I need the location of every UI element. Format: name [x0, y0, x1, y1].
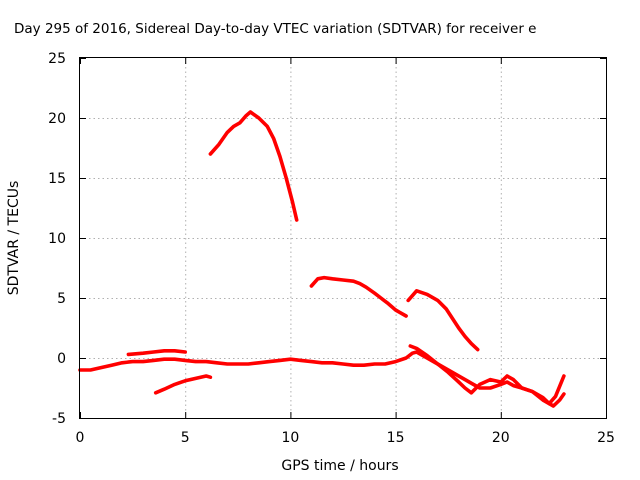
y-tick-label: -5	[52, 411, 66, 427]
y-tick-label: 15	[48, 171, 66, 187]
plot-frame	[79, 57, 607, 419]
series-line-arc-7	[408, 344, 566, 406]
x-tick-label: 10	[281, 430, 299, 446]
x-tick-label: 0	[76, 430, 85, 446]
y-tick-label: 10	[48, 231, 66, 247]
y-tick-label: 5	[57, 291, 66, 307]
grid	[80, 58, 606, 418]
series-line-arc-1	[78, 350, 566, 408]
x-axis: 0 5 10 15 20 25	[76, 58, 615, 446]
series-layer	[78, 110, 566, 408]
y-tick-label: 20	[48, 111, 66, 127]
x-tick-label: 20	[492, 430, 510, 446]
x-axis-label: GPS time / hours	[281, 458, 398, 474]
series-line-arc-6	[406, 289, 480, 352]
series-line-arc-3	[153, 374, 213, 395]
y-tick-label: 0	[57, 351, 66, 367]
chart-title: Day 295 of 2016, Sidereal Day-to-day VTE…	[14, 21, 536, 37]
series-line-arc-4	[208, 110, 299, 222]
series-line-arc-2	[126, 349, 187, 357]
x-tick-label: 25	[597, 430, 615, 446]
x-tick-label: 15	[387, 430, 405, 446]
y-axis: -5 0 5 10 15 20 25	[48, 51, 606, 427]
y-tick-label: 25	[48, 51, 66, 67]
series-line-arc-5	[309, 275, 408, 318]
x-tick-label: 5	[181, 430, 190, 446]
y-axis-label: SDTVAR / TECUs	[6, 181, 22, 296]
